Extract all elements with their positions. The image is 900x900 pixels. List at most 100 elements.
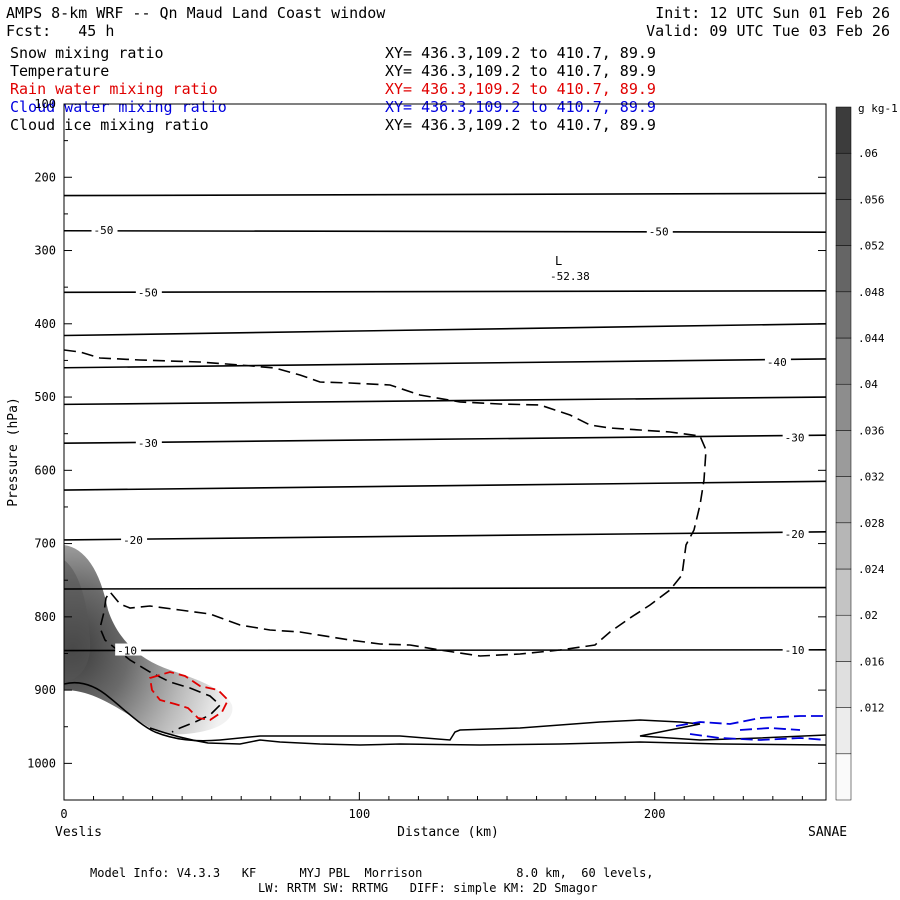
cloud-ice-contour bbox=[64, 349, 707, 733]
x-tick-label-100: 100 bbox=[349, 807, 371, 821]
init-time: Init: 12 UTC Sun 01 Feb 26 bbox=[655, 4, 890, 22]
colorbar-swatch-9 bbox=[835, 337, 852, 385]
isotherm-label-bg-4 bbox=[135, 436, 162, 449]
legend-xy-cloud-water: XY= 436.3,109.2 to 410.7, 89.9 bbox=[385, 98, 656, 116]
x-axis-label: Distance (km) bbox=[397, 825, 499, 840]
isotherm-label-bg-2 bbox=[135, 285, 162, 298]
isotherm-1 bbox=[63, 229, 827, 234]
isotherm-label-bg-6 bbox=[121, 532, 148, 545]
x-tick-label-0: 0 bbox=[60, 807, 67, 821]
isotherm-9 bbox=[63, 586, 827, 590]
isotherm-label-9: -10 bbox=[785, 644, 805, 657]
legend-label-rain: Rain water mixing ratio bbox=[10, 80, 218, 98]
terrain-outline bbox=[64, 681, 826, 742]
legend-label-snow: Snow mixing ratio bbox=[10, 44, 164, 62]
colorbar-swatch-14 bbox=[835, 106, 852, 154]
y-tick-label-300: 300 bbox=[34, 244, 56, 258]
colorbar-tick-1: .016 bbox=[858, 655, 885, 668]
colorbar-tick-7: .04 bbox=[858, 378, 878, 391]
forecast-hour: Fcst: 45 h bbox=[6, 22, 115, 40]
colorbar-swatch-10 bbox=[835, 291, 852, 339]
colorbar-swatch-11 bbox=[835, 245, 852, 293]
isotherm-2 bbox=[63, 290, 827, 294]
colorbar-swatch-6 bbox=[835, 476, 852, 524]
isotherm-label-8: -10 bbox=[117, 645, 137, 658]
isotherm-label-bg-3 bbox=[764, 354, 791, 367]
isotherm-label-6: -20 bbox=[123, 534, 143, 547]
isotherm-label-bg-5 bbox=[782, 430, 809, 443]
x-tick-label-200: 200 bbox=[644, 807, 666, 821]
legend-label-temperature: Temperature bbox=[10, 62, 110, 80]
y-tick-label-500: 500 bbox=[34, 390, 56, 404]
footer-model-info: Model Info: V4.3.3 KF MYJ PBL Morrison 8… bbox=[90, 866, 654, 880]
isotherm-3 bbox=[63, 322, 827, 337]
x-axis: 0 100 200 bbox=[60, 792, 803, 821]
y-tick-label-400: 400 bbox=[34, 317, 56, 331]
colorbar: .012 .016 .02 .024 .028 .032 .036 .04 .044 .048 .0… bbox=[835, 106, 885, 801]
isotherm-label-bg-1 bbox=[646, 224, 673, 237]
colorbar-tick-11: .056 bbox=[858, 193, 885, 206]
y-tick-label-700: 700 bbox=[34, 537, 56, 551]
colorbar-tick-6: .036 bbox=[858, 424, 885, 437]
plot-frame bbox=[63, 103, 827, 801]
rain-water-contour bbox=[148, 671, 230, 721]
y-tick-label-1000: 1000 bbox=[27, 756, 56, 770]
isotherm-label-bg-7 bbox=[782, 527, 809, 540]
legend-label-cloud-ice: Cloud ice mixing ratio bbox=[10, 116, 209, 134]
right-endpoint-label: SANAE bbox=[808, 825, 847, 840]
legend-label-cloud-water: Cloud water mixing ratio bbox=[10, 98, 227, 116]
isotherm-label-3: -40 bbox=[767, 356, 787, 369]
isotherm-label-2: -50 bbox=[138, 286, 158, 299]
colorbar-swatch-4 bbox=[835, 568, 852, 616]
colorbar-tick-10: .052 bbox=[858, 240, 885, 253]
colorbar-tick-2: .02 bbox=[858, 609, 878, 622]
isotherm-label-5: -30 bbox=[785, 431, 805, 444]
colorbar-swatch-0 bbox=[835, 753, 852, 801]
legend-xy-temperature: XY= 436.3,109.2 to 410.7, 89.9 bbox=[385, 62, 656, 80]
low-marker: L bbox=[555, 254, 562, 268]
colorbar-tick-9: .048 bbox=[858, 286, 885, 299]
y-tick-label-900: 900 bbox=[34, 683, 56, 697]
isotherm-5 bbox=[63, 396, 827, 406]
colorbar-tick-0: .012 bbox=[858, 702, 885, 715]
isotherm-label-bg-9 bbox=[782, 642, 809, 655]
y-tick-label-800: 800 bbox=[34, 610, 56, 624]
colorbar-swatch-12 bbox=[835, 199, 852, 246]
isotherm-8 bbox=[63, 531, 827, 541]
colorbar-tick-4: .028 bbox=[858, 517, 885, 530]
isotherm-4 bbox=[63, 358, 827, 369]
isotherm-labels: -50 -50 -50 -40 -30 -30 -20 -20 -10 -10 bbox=[91, 223, 809, 658]
isotherm-label-4: -30 bbox=[138, 437, 158, 450]
colorbar-tick-12: .06 bbox=[858, 147, 878, 160]
legend-xy-rain: XY= 436.3,109.2 to 410.7, 89.9 bbox=[385, 80, 656, 98]
isotherm-label-1: -50 bbox=[649, 225, 669, 238]
y-tick-label-100: 100 bbox=[34, 97, 56, 111]
cloud-water-contour bbox=[675, 715, 826, 741]
temperature-isotherms bbox=[63, 192, 827, 652]
y-axis: 100 200 300 400 500 600 700 800 900 1000 bbox=[27, 97, 826, 801]
isotherm-0 bbox=[63, 192, 827, 197]
isotherm-10 bbox=[63, 649, 827, 652]
colorbar-tick-3: .024 bbox=[858, 563, 885, 576]
colorbar-swatch-7 bbox=[835, 430, 852, 477]
terrain-lower bbox=[149, 727, 826, 746]
isotherm-label-0: -50 bbox=[94, 224, 114, 237]
isotherm-7 bbox=[63, 480, 827, 491]
chart-title: AMPS 8-km WRF -- Qn Maud Land Coast wind… bbox=[6, 4, 386, 22]
legend-xy-snow: XY= 436.3,109.2 to 410.7, 89.9 bbox=[385, 44, 656, 62]
isotherm-6 bbox=[63, 434, 827, 445]
valid-time: Valid: 09 UTC Tue 03 Feb 26 bbox=[646, 22, 890, 40]
colorbar-unit: g kg-1 bbox=[858, 102, 898, 115]
isotherm-label-7: -20 bbox=[785, 528, 805, 541]
y-tick-label-600: 600 bbox=[34, 463, 56, 477]
colorbar-swatch-8 bbox=[835, 383, 852, 431]
colorbar-swatch-3 bbox=[835, 614, 852, 662]
y-tick-label-200: 200 bbox=[34, 170, 56, 184]
colorbar-swatch-2 bbox=[835, 661, 852, 708]
colorbar-swatch-5 bbox=[835, 522, 852, 570]
colorbar-swatch-13 bbox=[835, 152, 852, 200]
isotherm-label-bg-0 bbox=[91, 223, 118, 236]
colorbar-tick-5: .032 bbox=[858, 471, 885, 484]
left-endpoint-label: Veslis bbox=[55, 825, 102, 840]
